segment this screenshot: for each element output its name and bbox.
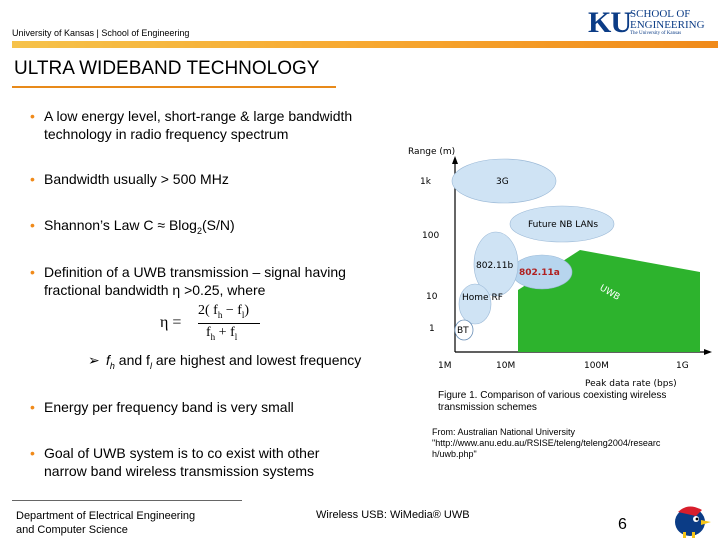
x-axis-label: Peak data rate (bps) xyxy=(585,379,677,389)
x-tick: 100M xyxy=(584,361,609,371)
page-number: 6 xyxy=(618,516,627,533)
80211b-label: 802.11b xyxy=(476,261,513,271)
slide-title: ULTRA WIDEBAND TECHNOLOGY xyxy=(14,58,320,79)
figure-source: From: Australian National University "ht… xyxy=(432,427,714,460)
bt-label: BT xyxy=(457,326,469,336)
bullet-dot: • xyxy=(30,445,35,461)
3g-label: 3G xyxy=(496,177,509,187)
formula-lhs: η = xyxy=(160,314,182,331)
frequency-rest: are highest and lowest frequency xyxy=(151,352,362,368)
ku-logo: KU xyxy=(588,6,632,39)
shannon-subscript: 2 xyxy=(196,225,202,236)
3g-bubble xyxy=(451,158,557,204)
school-logo-text: SCHOOL OF ENGINEERING xyxy=(630,9,705,31)
bullet-6-line2: narrow band wireless transmission system… xyxy=(44,463,314,479)
bullet-4: • Definition of a UWB transmission – sig… xyxy=(30,263,346,299)
80211b-bubble xyxy=(473,231,519,297)
x-tick: 1M xyxy=(438,361,452,371)
bullet-6: • Goal of UWB system is to co exist with… xyxy=(30,444,320,480)
footer-department: Department of Electrical Engineering and… xyxy=(16,509,195,537)
formula-numerator: 2( fh − fl) xyxy=(198,303,250,320)
source-line1: From: Australian National University xyxy=(432,427,576,437)
bullet-1: • A low energy level, short-range & larg… xyxy=(30,107,353,143)
bandwidth-formula: η = 2( fh − fl) fh + fl xyxy=(160,303,270,343)
y-axis-label: Range (m) xyxy=(408,147,455,157)
y-tick: 10 xyxy=(426,292,438,302)
future-lans-bubble xyxy=(509,205,615,243)
bt-bubble xyxy=(454,319,474,341)
bullet-dot: • xyxy=(30,108,35,124)
y-tick: 100 xyxy=(422,231,439,241)
formula-denominator: fh + fl xyxy=(206,325,238,342)
y-axis-arrow-icon xyxy=(452,156,458,164)
bullet-3: • Shannon’s Law C ≈ Blog2(S/N) xyxy=(30,216,235,240)
bullet-dot: • xyxy=(30,399,35,415)
80211a-label: 802.11a xyxy=(519,268,560,278)
and-text: and f xyxy=(114,352,150,368)
title-underline xyxy=(12,86,336,88)
wireless-comparison-figure: Range (m) Peak data rate (bps) 1k 100 10… xyxy=(408,147,712,389)
x-tick: 1G xyxy=(676,361,689,371)
header-bar xyxy=(12,41,718,48)
x-axis-arrow-icon xyxy=(704,349,712,355)
bullet-2-text: Bandwidth usually > 500 MHz xyxy=(44,171,229,187)
logo-line1: SCHOOL OF xyxy=(630,8,691,20)
bullet-5-text: Energy per frequency band is very small xyxy=(44,399,294,415)
footer-center-text: Wireless USB: WiMedia® UWB xyxy=(316,509,470,521)
jayhawk-logo-icon xyxy=(675,506,711,538)
homerf-label: Home RF xyxy=(462,293,503,303)
figure-caption: Figure 1. Comparison of various coexisti… xyxy=(438,390,667,413)
university-label: University of Kansas | School of Enginee… xyxy=(12,28,190,38)
bullet-dot: • xyxy=(30,264,35,280)
fh-symbol: f xyxy=(106,352,110,368)
footer-dept-line1: Department of Electrical Engineering xyxy=(16,510,196,522)
source-line2: "http://www.anu.edu.au/RSISE/teleng/tele… xyxy=(432,438,661,448)
bullet-dot: • xyxy=(30,217,35,233)
arrow-bullet-icon: ➢ xyxy=(88,352,100,368)
bullet-6-line1: Goal of UWB system is to co exist with o… xyxy=(44,445,320,461)
y-tick: 1 xyxy=(429,324,435,334)
bullet-3-text: Shannon’s Law C ≈ Blog2(S/N) xyxy=(44,216,235,240)
fh-sub: h xyxy=(109,360,115,371)
footer-divider xyxy=(12,500,242,501)
bullet-5: • Energy per frequency band is very smal… xyxy=(30,398,294,416)
y-tick: 1k xyxy=(420,177,432,187)
bullet-2: • Bandwidth usually > 500 MHz xyxy=(30,170,229,188)
shannon-rest: (S/N) xyxy=(201,217,235,233)
bullet-4-line1: Definition of a UWB transmission – signa… xyxy=(44,264,346,280)
footer-dept-line2: and Computer Science xyxy=(16,524,128,536)
bullet-4-line2: fractional bandwidth η >0.25, where xyxy=(44,282,266,298)
source-line3: h/uwb.php" xyxy=(432,449,477,459)
logo-subtitle: The University of Kansas xyxy=(630,31,682,36)
frequency-definition: ➢ fh and fl are highest and lowest frequ… xyxy=(88,352,362,371)
homerf-bubble xyxy=(458,283,492,325)
future-lans-label: Future NB LANs xyxy=(528,220,598,230)
logo-line2: ENGINEERING xyxy=(630,19,705,31)
bullet-1-line2: technology in radio frequency spectrum xyxy=(44,126,289,142)
fraction-bar xyxy=(198,323,260,324)
bullet-1-line1: A low energy level, short-range & large … xyxy=(44,108,353,124)
fl-sub: l xyxy=(149,360,152,371)
shannon-law: Shannon’s Law C ≈ Blog xyxy=(44,217,197,233)
x-tick: 10M xyxy=(496,361,515,371)
bullet-dot: • xyxy=(30,171,35,187)
